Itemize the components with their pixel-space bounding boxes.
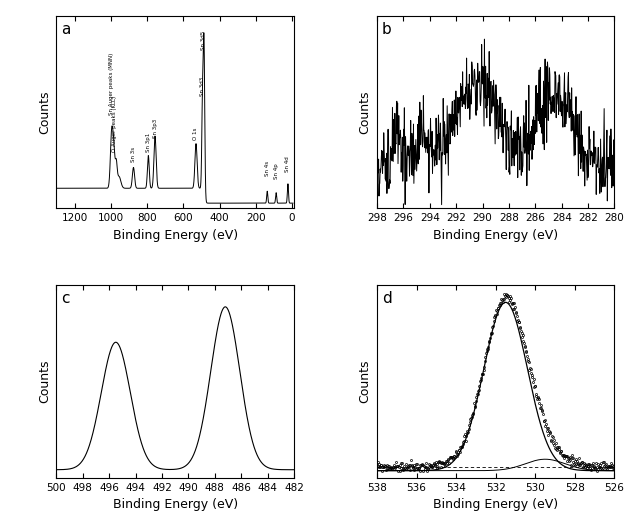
Text: c: c — [61, 291, 70, 306]
X-axis label: Binding Energy (eV): Binding Energy (eV) — [113, 229, 238, 242]
X-axis label: Binding Energy (eV): Binding Energy (eV) — [113, 498, 238, 511]
Text: O Auger peaks (KLL): O Auger peaks (KLL) — [112, 96, 117, 152]
Y-axis label: Counts: Counts — [38, 90, 51, 134]
Text: Sn 4s: Sn 4s — [265, 161, 270, 176]
Text: O 1s: O 1s — [192, 128, 198, 140]
Text: Sn 4p: Sn 4p — [273, 164, 278, 180]
Text: a: a — [61, 22, 71, 37]
Text: Sn 3d3: Sn 3d3 — [200, 77, 205, 96]
Text: d: d — [382, 291, 391, 306]
Text: Sn 3d5: Sn 3d5 — [201, 30, 206, 50]
X-axis label: Binding Energy (eV): Binding Energy (eV) — [433, 229, 558, 242]
Y-axis label: Counts: Counts — [359, 360, 371, 403]
Text: Sn 3p1: Sn 3p1 — [146, 133, 151, 152]
Text: Sn 4d: Sn 4d — [285, 157, 290, 173]
Text: Sn 3p3: Sn 3p3 — [152, 119, 157, 139]
Y-axis label: Counts: Counts — [38, 360, 51, 403]
Text: b: b — [382, 22, 391, 37]
X-axis label: Binding Energy (eV): Binding Energy (eV) — [433, 498, 558, 511]
Text: Sn 3s: Sn 3s — [131, 147, 136, 162]
Text: Sn Auger peaks (MNN): Sn Auger peaks (MNN) — [109, 52, 114, 114]
Y-axis label: Counts: Counts — [359, 90, 371, 134]
